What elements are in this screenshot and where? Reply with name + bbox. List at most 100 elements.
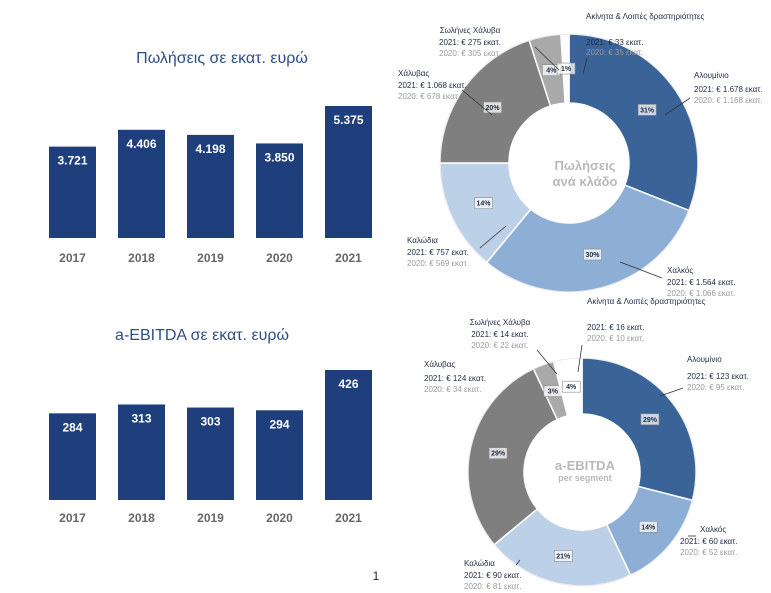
segment-pct-box bbox=[553, 550, 573, 562]
x-tick-label: 2021 bbox=[335, 511, 362, 525]
bar-value-label: 3.721 bbox=[57, 154, 87, 168]
leader-line bbox=[577, 344, 583, 373]
segment-pct-box bbox=[488, 447, 508, 460]
ebitda-label-steel: Χάλυβας 2021: € 124 εκατ. 2020: € 34 εκα… bbox=[424, 360, 486, 394]
segment-pct-box bbox=[474, 197, 493, 210]
donut-outline bbox=[467, 357, 697, 587]
bar-2021 bbox=[325, 106, 372, 238]
leader-line bbox=[659, 387, 684, 397]
ebitda-bar-chart: a-EBITDA σε εκατ. ευρώ 284 2017 313 2018 303… bbox=[49, 327, 372, 525]
sales-leader-lines bbox=[461, 46, 691, 279]
segment-pct-label: 1% bbox=[561, 66, 572, 73]
leader-line bbox=[534, 46, 560, 71]
label-name: Χάλυβας bbox=[398, 69, 429, 78]
label-name: Χάλυβας bbox=[424, 360, 455, 369]
bar-2018 bbox=[118, 129, 165, 238]
leader-line bbox=[536, 349, 558, 375]
x-tick-label: 2018 bbox=[128, 511, 155, 525]
label-2021: 2021: € 90 εκατ. bbox=[464, 571, 522, 580]
label-name: Καλώδια bbox=[464, 559, 495, 568]
sales-donut-chart: 31% 30% 14% 20% 4% 1% Πωλήσεις ανά κλάδο Σωλή… bbox=[398, 12, 763, 298]
bar-value-label: 294 bbox=[269, 417, 289, 431]
segment-pct-box bbox=[561, 380, 581, 393]
page-number: 1 bbox=[373, 569, 380, 583]
ebitda-chart-title: a-EBITDA σε εκατ. ευρώ bbox=[115, 327, 289, 344]
label-2021: 2021: € 60 εκατ. bbox=[680, 537, 738, 546]
ebitda-leader-lines bbox=[515, 344, 696, 566]
label-2020: 2020: € 95 εκατ. bbox=[687, 383, 745, 392]
label-name: Ακίνητα & Λοιπές δραστηριότητες bbox=[587, 297, 705, 306]
x-tick-label: 2019 bbox=[197, 511, 224, 525]
label-2021: 2021: € 1.678 εκατ. bbox=[694, 85, 763, 94]
leader-line bbox=[664, 97, 691, 116]
label-name: Αλουμίνιο bbox=[687, 355, 722, 364]
sales-label-steel: Χάλυβας 2021: € 1.068 εκατ. 2020: € 678 … bbox=[398, 69, 467, 101]
sales-donut-segments: 31% 30% 14% 20% 4% 1% bbox=[439, 33, 699, 293]
bar-2017 bbox=[49, 146, 96, 238]
leader-line bbox=[582, 57, 588, 75]
segment-pct-box bbox=[640, 413, 660, 426]
segment-pct-box bbox=[583, 248, 602, 261]
donut-outline bbox=[439, 33, 699, 293]
label-2021: 2021: € 124 εκατ. bbox=[424, 374, 486, 383]
segment-pct-label: 20% bbox=[486, 105, 501, 112]
ebitda-label-copper: Χαλκός 2021: € 60 εκατ. 2020: € 52 εκατ. bbox=[680, 525, 738, 557]
ebitda-donut-chart: 29% 14% 21% 29% 3% 4% a-EBITDA per segment Σω… bbox=[424, 297, 749, 591]
label-2020: 2020: € 678 εκατ. bbox=[398, 92, 460, 101]
label-name: Καλώδια bbox=[407, 236, 438, 245]
label-2020: 2020: € 569 εκατ. bbox=[407, 259, 469, 268]
sales-chart-title: Πωλήσεις σε εκατ. ευρώ bbox=[136, 50, 308, 67]
x-tick-label: 2020 bbox=[266, 511, 293, 525]
label-2021: 2021: € 16 εκατ. bbox=[587, 323, 645, 332]
sales-label-cables: Καλώδια 2021: € 757 εκατ. 2020: € 569 εκ… bbox=[407, 236, 469, 268]
bar-value-label: 5.375 bbox=[333, 113, 363, 127]
bar-2020 bbox=[256, 410, 303, 500]
sales-donut-title-line2: ανά κλάδο bbox=[553, 174, 618, 189]
segment-pct-label: 29% bbox=[643, 417, 658, 424]
label-name: Χαλκός bbox=[700, 525, 726, 534]
x-tick-label: 2021 bbox=[335, 251, 362, 265]
x-tick-label: 2017 bbox=[59, 251, 86, 265]
ebitda-donut-segments: 29% 14% 21% 29% 3% 4% bbox=[467, 357, 697, 587]
label-2021: 2021: € 33 εκατ. bbox=[586, 38, 644, 47]
sales-label-steel-pipes: Σωλήνες Χάλυβα 2021: € 275 εκατ. 2020: €… bbox=[439, 26, 501, 58]
segment-pct-label: 14% bbox=[641, 524, 656, 531]
label-name: Σωλήνες Χάλυβα bbox=[440, 26, 501, 35]
leader-line bbox=[461, 89, 493, 116]
sales-bar-chart: Πωλήσεις σε εκατ. ευρώ 3.721 2017 4.406 201… bbox=[49, 50, 372, 265]
sales-label-copper: Χαλκός 2021: € 1.564 εκατ. 2020: € 1.066… bbox=[667, 266, 736, 298]
label-2020: 2020: € 52 εκατ. bbox=[680, 548, 738, 557]
ebitda-label-aluminium: Αλουμίνιο 2021: € 123 εκατ. 2020: € 95 ε… bbox=[687, 355, 749, 392]
segment-pct-label: 30% bbox=[585, 252, 600, 259]
leader-line bbox=[515, 559, 521, 566]
label-name: Σωλήνες Χάλυβα bbox=[470, 318, 531, 327]
leader-line bbox=[479, 225, 507, 249]
label-2020: 2020: € 22 εκατ. bbox=[471, 341, 529, 350]
segment-pct-box bbox=[637, 104, 657, 116]
sales-label-aluminium: Αλουμίνιο 2021: € 1.678 εκατ. 2020: € 1.… bbox=[694, 71, 763, 105]
bar-value-label: 3.850 bbox=[264, 150, 294, 164]
segment-pct-label: 21% bbox=[556, 553, 571, 560]
bar-value-label: 4.198 bbox=[195, 142, 225, 156]
ebitda-label-steel-pipes: Σωλήνες Χάλυβα 2021: € 14 εκατ. 2020: € … bbox=[470, 318, 531, 350]
segment-pct-label: 29% bbox=[491, 451, 506, 458]
label-2021: 2021: € 1.068 εκατ. bbox=[398, 81, 467, 90]
segment-pct-box bbox=[638, 521, 658, 533]
ebitda-label-real-estate: Ακίνητα & Λοιπές δραστηριότητες 2021: € … bbox=[587, 297, 705, 343]
label-2021: 2021: € 14 εκατ. bbox=[471, 330, 529, 339]
label-2020: 2020: € 35 εκατ. bbox=[586, 48, 644, 57]
bar-value-label: 426 bbox=[338, 377, 358, 391]
sales-donut-title-line1: Πωλήσεις bbox=[555, 158, 616, 173]
label-2021: 2021: € 1.564 εκατ. bbox=[667, 278, 736, 287]
segment-pct-label: 31% bbox=[640, 107, 655, 114]
bar-value-label: 4.406 bbox=[126, 137, 156, 151]
label-2020: 2020: € 10 εκατ. bbox=[587, 334, 645, 343]
segment-pct-label: 4% bbox=[566, 384, 577, 391]
segment-pct-label: 3% bbox=[548, 389, 559, 396]
label-2021: 2021: € 275 εκατ. bbox=[439, 38, 501, 47]
x-tick-label: 2018 bbox=[128, 251, 155, 265]
leader-line bbox=[619, 261, 663, 279]
bar-2019 bbox=[187, 407, 234, 500]
sales-bars: 3.721 2017 4.406 2018 4.198 2019 3.850 2020 5.37… bbox=[49, 106, 372, 265]
